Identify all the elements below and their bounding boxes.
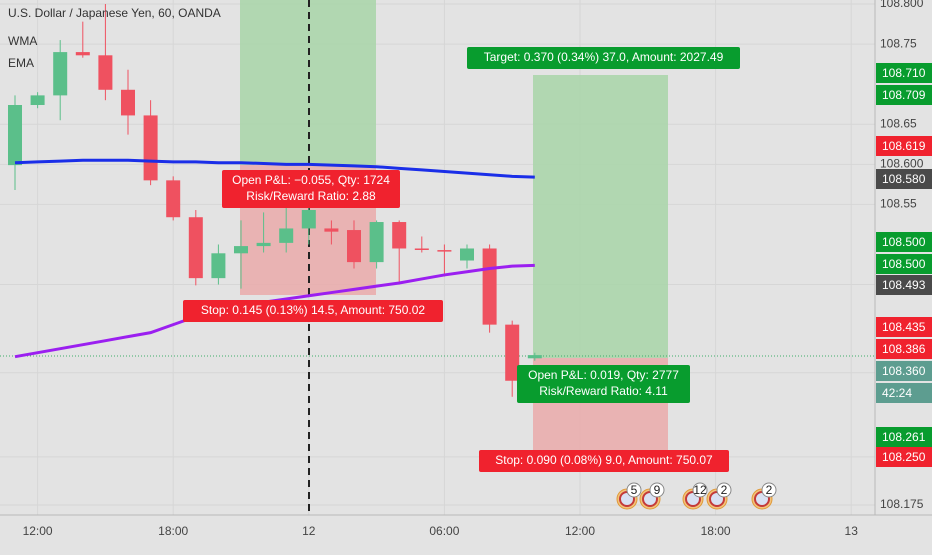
candle-body xyxy=(121,89,135,116)
candle-body xyxy=(256,242,271,247)
x-tick-label: 18:00 xyxy=(158,524,188,538)
x-tick-label: 18:00 xyxy=(701,524,731,538)
price-tag-label: 108.709 xyxy=(882,88,926,102)
annotation-text: Stop: 0.145 (0.13%) 14.5, Amount: 750.02 xyxy=(201,303,425,317)
price-tag xyxy=(876,275,932,295)
candle-body xyxy=(460,248,474,261)
candle-body xyxy=(482,248,497,325)
price-tag-label: 108.580 xyxy=(882,172,926,186)
price-tag-label: 108.493 xyxy=(882,278,926,292)
y-tick-label: 108.800 xyxy=(880,0,924,10)
candle-body xyxy=(505,324,520,381)
candle-body xyxy=(53,52,68,96)
price-tag-label: 108.500 xyxy=(882,235,926,249)
candle-body xyxy=(98,55,113,90)
event-badge xyxy=(626,482,642,498)
overlay: 108.710 108.709 108.619 108.580 108.500 108.5… xyxy=(183,47,932,510)
candle-body xyxy=(75,52,90,56)
annotation-text: Target: 0.370 (0.34%) 37.0, Amount: 2027… xyxy=(484,50,724,64)
x-tick-label: 12 xyxy=(302,524,316,538)
price-tag-label: 108.386 xyxy=(882,342,926,356)
annotation-text: Risk/Reward Ratio: 2.88 xyxy=(246,189,376,203)
x-tick-label: 12:00 xyxy=(23,524,53,538)
y-tick-label: 108.65 xyxy=(880,116,917,130)
candle-body xyxy=(30,95,45,106)
indicator-line xyxy=(14,158,535,179)
y-tick-label: 108.600 xyxy=(880,156,924,170)
annotation-text: Open P&L: −0.055, Qty: 1724 xyxy=(232,173,390,187)
candle-body xyxy=(437,250,452,252)
candle-body xyxy=(392,222,407,249)
event-count: 12 xyxy=(693,483,707,497)
price-tag xyxy=(876,339,932,359)
candle-body xyxy=(188,217,203,279)
event-count: 5 xyxy=(631,483,638,497)
annotation-text: Open P&L: 0.019, Qty: 2777 xyxy=(528,368,679,382)
y-tick-label: 108.55 xyxy=(880,197,917,211)
x-tick-label: 12:00 xyxy=(565,524,595,538)
event-badge xyxy=(716,482,732,498)
event-badge xyxy=(761,482,777,498)
target-zone xyxy=(533,75,668,358)
y-tick-label: 108.175 xyxy=(880,497,924,511)
annotation-text: Risk/Reward Ratio: 4.11 xyxy=(539,384,668,398)
price-tag-label: 108.250 xyxy=(882,450,926,464)
price-tag xyxy=(876,169,932,189)
candle-body xyxy=(279,228,294,243)
x-tick-label: 13 xyxy=(845,524,859,538)
annotation-box xyxy=(479,450,729,472)
price-tag xyxy=(876,136,932,156)
event-count: 2 xyxy=(766,483,773,497)
price-tag xyxy=(876,383,932,403)
event-count: 2 xyxy=(721,483,728,497)
price-tag xyxy=(876,427,932,447)
legend-entry: WMA xyxy=(8,34,37,48)
annotation-box xyxy=(222,170,400,208)
y-tick-label: 108.75 xyxy=(880,36,917,50)
annotation-box xyxy=(183,300,443,322)
candle-body xyxy=(369,222,384,263)
price-tag-label: 108.261 xyxy=(882,430,926,444)
price-tag xyxy=(876,85,932,105)
candle-body xyxy=(143,115,158,181)
price-tag xyxy=(876,317,932,337)
event-badge xyxy=(649,482,665,498)
candle-body xyxy=(414,248,429,250)
price-tag-label: 108.500 xyxy=(882,257,926,271)
price-tag xyxy=(876,361,932,381)
candle-body xyxy=(211,253,226,279)
annotation-text: Stop: 0.090 (0.08%) 9.0, Amount: 750.07 xyxy=(495,453,713,467)
x-tick-label: 06:00 xyxy=(429,524,459,538)
price-tag-label: 108.710 xyxy=(882,66,926,80)
legend-entry: EMA xyxy=(8,56,34,70)
candle-body xyxy=(301,210,316,229)
candle-body xyxy=(166,180,181,218)
price-tag xyxy=(876,447,932,467)
price-tag-label: 108.360 xyxy=(882,364,926,378)
price-tag-label: 42:24 xyxy=(882,386,912,400)
price-tag-label: 108.619 xyxy=(882,139,926,153)
price-tag xyxy=(876,63,932,83)
event-badge xyxy=(692,482,708,498)
chart-title: U.S. Dollar / Japanese Yen, 60, OANDA xyxy=(8,6,221,20)
annotation-box xyxy=(467,47,740,69)
candle-body xyxy=(324,228,339,232)
annotation-box xyxy=(517,365,690,403)
candle-body xyxy=(527,355,542,359)
price-tag-label: 108.435 xyxy=(882,320,926,334)
candle-body xyxy=(234,246,248,254)
candle-body xyxy=(8,105,22,166)
event-count: 9 xyxy=(654,483,661,497)
price-tag xyxy=(876,254,932,274)
candle-body xyxy=(347,230,361,263)
price-tag xyxy=(876,232,932,252)
